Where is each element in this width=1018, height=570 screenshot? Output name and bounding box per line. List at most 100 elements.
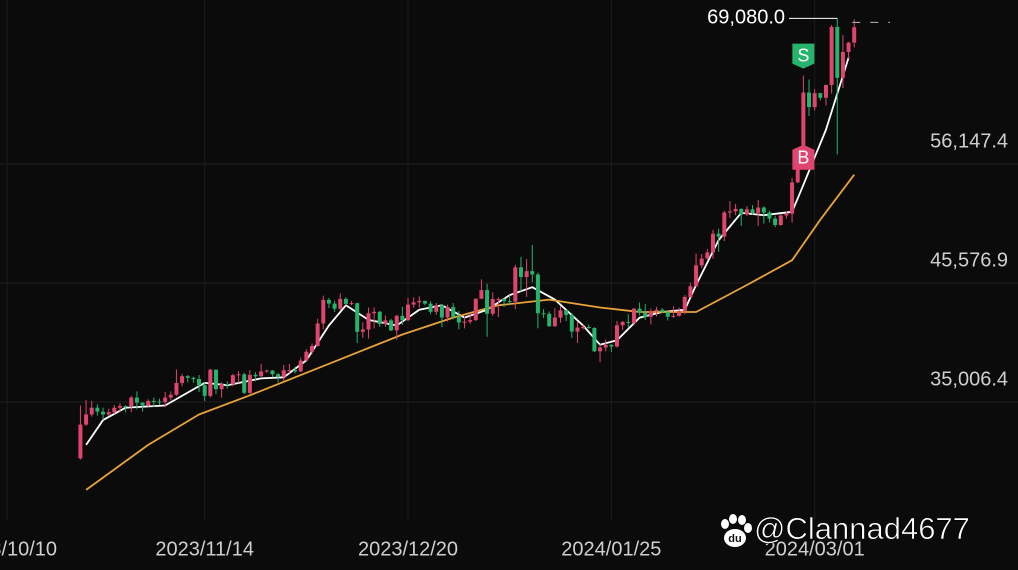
candle-body (829, 26, 834, 85)
candle-body (112, 407, 117, 413)
trade-marker-text: B (797, 148, 809, 168)
candle-body (688, 286, 693, 297)
watermark: du @Clannad4677 (721, 511, 970, 547)
y-tick-label: 56,147.4 (930, 130, 1008, 152)
trade-marker: B (792, 144, 815, 170)
candle-body (739, 208, 744, 215)
candle-body (191, 377, 196, 379)
candle-body (648, 311, 653, 317)
candle-body (151, 400, 156, 402)
candle-body (247, 374, 252, 393)
candle-body (581, 326, 586, 328)
candle-body (835, 26, 840, 78)
candle-body (473, 298, 478, 321)
candle-body (722, 212, 727, 237)
candle-body (197, 378, 202, 386)
candle-body (716, 233, 721, 237)
trade-marker: S (792, 43, 815, 69)
candle-body (620, 321, 625, 326)
candle-body (767, 212, 772, 219)
candle-body (360, 329, 365, 332)
trade-marker-badge (792, 144, 815, 170)
candle-body (406, 304, 411, 321)
candle-body (677, 311, 682, 316)
candle-body (428, 303, 433, 312)
candle-body (507, 301, 512, 303)
candle-body (609, 344, 614, 347)
candle-body (146, 400, 151, 406)
candle-body (377, 311, 382, 324)
candle-body (485, 290, 490, 314)
candle-body (569, 314, 574, 332)
candle-body (626, 321, 631, 323)
candle-body (586, 326, 591, 329)
candle-body (812, 93, 817, 108)
high-marker-label: 69,080.0 (707, 7, 785, 29)
candle-body (564, 310, 569, 315)
x-tick-label: 2024/01/25 (561, 538, 661, 560)
candle-body (462, 321, 467, 323)
candle-body (259, 371, 264, 377)
candle-body (95, 407, 100, 412)
candle-body (750, 209, 755, 214)
candle-body (270, 370, 275, 375)
candle-body (784, 213, 789, 216)
candle-body (208, 369, 213, 396)
candle-body (496, 298, 501, 300)
candles (78, 18, 857, 460)
candle-body (547, 313, 552, 327)
candle-body (264, 370, 269, 372)
candle-body (852, 27, 857, 43)
overlay: S B 69,080.0 (707, 7, 890, 170)
candle-body (445, 307, 450, 318)
candle-body (614, 325, 619, 347)
candle-body (840, 51, 845, 78)
candle-body (281, 370, 286, 377)
candle-body (807, 92, 812, 108)
candle-body (366, 313, 371, 330)
candle-body (343, 298, 348, 304)
x-tick-label: 2024/03/01 (765, 538, 865, 560)
candle-body (671, 315, 676, 317)
candle-body (705, 252, 710, 259)
candle-body (530, 271, 535, 275)
candle-body (163, 397, 168, 403)
candle-body (479, 290, 484, 299)
y-tick-label: 35,006.4 (930, 368, 1008, 390)
candle-body (682, 296, 687, 312)
candle-body (101, 411, 106, 415)
candle-body (502, 298, 507, 302)
candle-body (230, 375, 235, 385)
candle-body (558, 310, 563, 318)
candle-body (242, 374, 247, 393)
candle-body (434, 305, 439, 312)
candle-body (315, 323, 320, 347)
candle-body (287, 369, 292, 371)
candle-body (773, 218, 778, 225)
candle-body (643, 312, 648, 317)
candle-body (134, 397, 139, 403)
candle-body (422, 300, 427, 304)
candle-body (654, 309, 659, 312)
candle-body (411, 302, 416, 305)
candle-body (202, 385, 207, 396)
candle-body (490, 299, 495, 314)
candle-body (355, 303, 360, 332)
candle-body (140, 402, 145, 406)
candle-body (372, 311, 377, 314)
watermark-icon-text: du (728, 533, 741, 545)
candle-body (219, 384, 224, 390)
candle-body (236, 374, 241, 376)
candle-body (309, 346, 314, 352)
candle-body (185, 376, 190, 378)
y-tick-label: 45,576.9 (930, 249, 1008, 271)
candle-body (598, 347, 603, 352)
candle-body (276, 374, 281, 377)
candle-body (213, 369, 218, 390)
candle-body (123, 406, 128, 408)
candle-body (823, 84, 828, 98)
candle-body (439, 305, 444, 318)
